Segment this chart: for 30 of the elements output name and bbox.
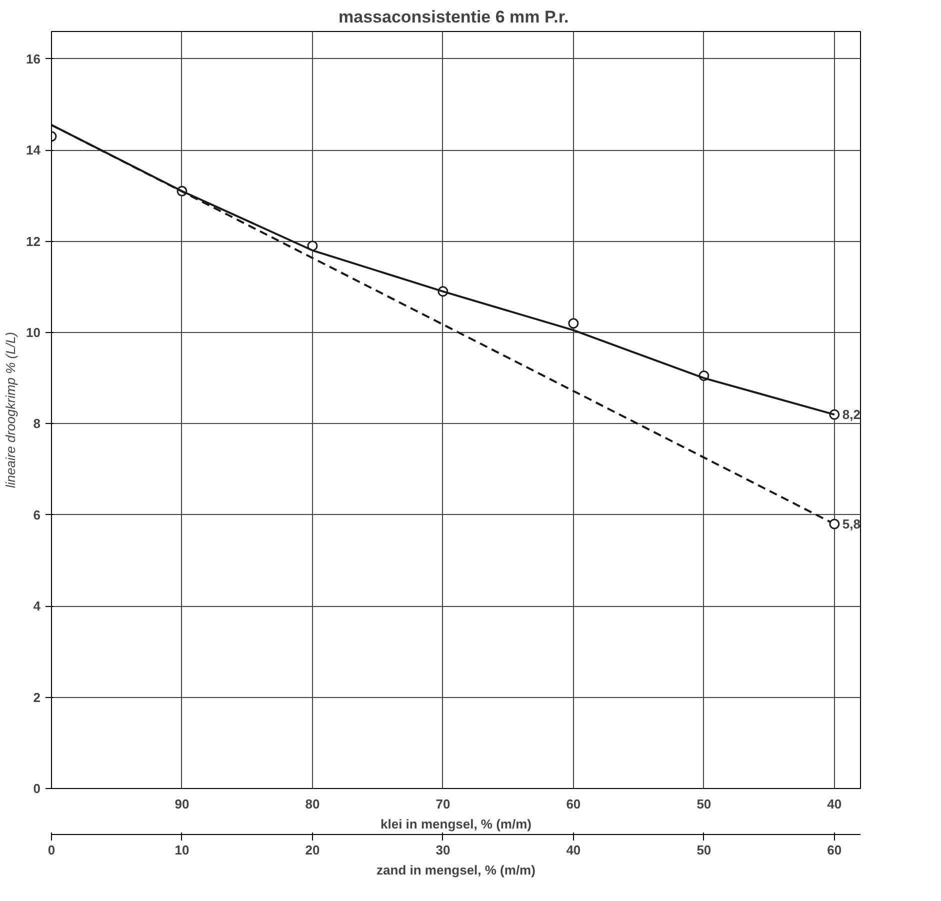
x2-tick-label: 70 bbox=[436, 796, 450, 812]
annotation: 8,2 bbox=[842, 407, 860, 422]
x-tick-label: 40 bbox=[566, 842, 581, 858]
y-tick-label: 10 bbox=[26, 324, 41, 340]
x-tick-label: 50 bbox=[696, 842, 712, 858]
y-tick-label: 4 bbox=[33, 598, 42, 614]
x-tick-label: 10 bbox=[174, 842, 190, 858]
x-tick-label: 0 bbox=[48, 842, 56, 858]
x2-tick-label: 90 bbox=[174, 796, 190, 812]
point bbox=[568, 318, 579, 329]
y-tick-label: 16 bbox=[26, 51, 41, 66]
x-axis-title: zand in mengsel, % (m/m) bbox=[376, 862, 536, 878]
y-axis-title: lineaire droogkrimp % (L/L) bbox=[3, 332, 18, 488]
y-tick-label: 2 bbox=[33, 690, 41, 705]
x2-tick-label: 50 bbox=[696, 796, 712, 812]
y-tick-label: 14 bbox=[26, 142, 42, 158]
y-tick-label: 12 bbox=[26, 234, 41, 249]
annotation: 5,8 bbox=[842, 516, 860, 532]
x-tick-label: 20 bbox=[305, 842, 320, 858]
y-tick-label: 6 bbox=[33, 507, 41, 522]
x-tick-label: 60 bbox=[827, 842, 842, 858]
y-tick-label: 8 bbox=[33, 416, 41, 432]
x2-tick-label: 60 bbox=[566, 796, 581, 812]
x2-tick-label: 40 bbox=[827, 796, 842, 812]
x2-axis-title: klei in mengsel, % (m/m) bbox=[380, 816, 532, 832]
x-tick-label: 30 bbox=[436, 842, 450, 858]
y-tick-label: 0 bbox=[33, 781, 41, 796]
x2-tick-label: 80 bbox=[305, 796, 320, 812]
chart-title: massaconsistentie 6 mm P.r. bbox=[338, 8, 569, 26]
point bbox=[829, 518, 840, 530]
